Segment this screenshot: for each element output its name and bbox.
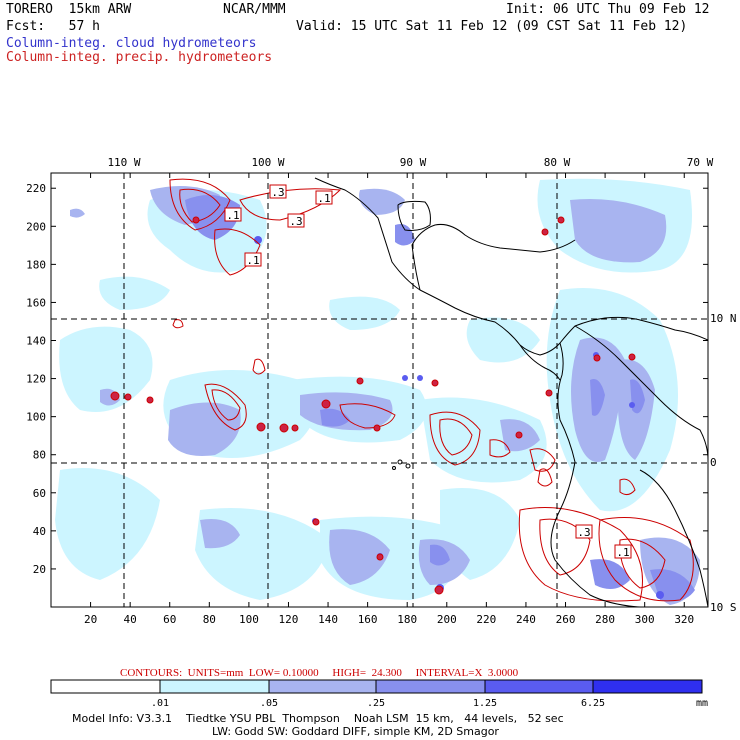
x-tick-label: 140	[318, 613, 338, 626]
x-tick-label: 240	[516, 613, 536, 626]
colorbar-bin-1	[50, 679, 161, 694]
precip-cores	[110, 216, 636, 595]
colorbar-labels: .01 .05 .25 1.25 6.25	[151, 698, 605, 709]
contour-label-text: .1	[226, 209, 239, 222]
longitude-label: 90 W	[400, 156, 427, 169]
contour-label-text: .1	[616, 546, 629, 559]
contours-units: UNITS=mm	[187, 667, 244, 679]
x-tick-label: 60	[163, 613, 176, 626]
map-frame	[50, 172, 709, 608]
longitude-label: 80 W	[544, 156, 571, 169]
y-tick-label: 100	[26, 411, 46, 424]
axis-ticks: 20 40 60 80 100 120 140 160 180 200 220 240 260 280 30…	[26, 173, 708, 626]
x-tick-label: 300	[635, 613, 655, 626]
colorbar-bin-5	[484, 679, 594, 694]
x-tick-label: 160	[358, 613, 378, 626]
init-time: Init: 06 UTC Thu 09 Feb 12	[506, 2, 710, 17]
colorbar-unit: mm	[696, 698, 708, 709]
colorbar-bin-4	[375, 679, 486, 694]
y-tick-label: 60	[33, 487, 46, 500]
contour-label: .3	[269, 184, 287, 199]
colorbar-label: 6.25	[581, 698, 605, 709]
contour-label-text: .3	[577, 526, 590, 539]
contours-interval: INTERVAL=X 3.0000	[415, 667, 519, 679]
latitude-label: 10 S	[710, 601, 737, 614]
contour-label: .1	[315, 190, 333, 205]
x-tick-label: 280	[595, 613, 615, 626]
contour-label-text: .3	[271, 186, 284, 199]
contour-label: .3	[575, 524, 593, 539]
colorbar-bin-6	[592, 679, 703, 694]
colorbar: .01 .05 .25 1.25 6.25 mm	[50, 679, 708, 709]
contour-label-box	[269, 184, 287, 199]
colorbar-bin-2	[159, 679, 270, 694]
model-title: TORERO 15km ARW	[6, 2, 132, 17]
contour-label: .1	[614, 544, 632, 559]
y-tick-label: 200	[26, 220, 46, 233]
contour-info: CONTOURS: UNITS=mm LOW= 0.10000 HIGH= 24…	[120, 667, 518, 679]
x-tick-label: 320	[674, 613, 694, 626]
contour-label: .3	[287, 213, 305, 228]
y-tick-label: 160	[26, 296, 46, 309]
y-tick-label: 220	[26, 182, 46, 195]
contour-label-text: .1	[246, 254, 259, 267]
colorbar-bin-3	[268, 679, 377, 694]
latitude-label: 0	[710, 456, 717, 469]
contour-label-box	[287, 213, 305, 228]
shaded-field	[55, 177, 708, 607]
contours-low: LOW= 0.10000	[248, 667, 319, 679]
latitude-label: 10 N	[710, 312, 737, 325]
x-tick-label: 220	[476, 613, 496, 626]
field-precip-label: Column-integ. precip. hydrometeors	[6, 50, 273, 65]
contour-label-group: .3 .1 .1 .3 .1 .3 .1	[224, 184, 632, 559]
longitude-label: 110 W	[107, 156, 140, 169]
latitude-labels: 10 N 0 10 S	[710, 312, 737, 614]
precip-contours	[169, 178, 694, 602]
contour-label-box	[244, 252, 262, 267]
contour-label-box	[315, 190, 333, 205]
y-tick-label: 120	[26, 373, 46, 386]
x-tick-label: 100	[239, 613, 259, 626]
field-cloud-label: Column-integ. cloud hydrometeors	[6, 36, 257, 51]
y-tick-label: 80	[33, 449, 46, 462]
contour-label: .1	[224, 207, 242, 222]
contour-label: .1	[244, 252, 262, 267]
longitude-labels: 110 W 100 W 90 W 80 W 70 W	[107, 156, 713, 169]
x-tick-label: 200	[437, 613, 457, 626]
contours-high: HIGH= 24.300	[332, 667, 402, 679]
org-label: NCAR/MMM	[223, 2, 286, 17]
x-tick-label: 80	[203, 613, 216, 626]
x-tick-label: 120	[279, 613, 299, 626]
contour-label-box	[575, 524, 593, 539]
y-tick-label: 140	[26, 335, 46, 348]
colorbar-label: .01	[151, 698, 169, 709]
y-tick-label: 40	[33, 525, 46, 538]
x-tick-label: 260	[556, 613, 576, 626]
graticule	[51, 173, 708, 607]
y-tick-label: 180	[26, 258, 46, 271]
contour-label-box	[614, 544, 632, 559]
colorbar-label: .05	[260, 698, 278, 709]
valid-time: Valid: 15 UTC Sat 11 Feb 12 (09 CST Sat …	[296, 19, 688, 34]
x-tick-label: 40	[124, 613, 137, 626]
model-info-line-1: Model Info: V3.3.1 Tiedtke YSU PBL Thomp…	[72, 712, 564, 725]
contour-label-text: .1	[317, 192, 330, 205]
forecast-hour: Fcst: 57 h	[6, 19, 100, 34]
contours-label: CONTOURS:	[120, 667, 183, 679]
contour-label-text: .3	[289, 215, 302, 228]
contour-label-box	[224, 207, 242, 222]
longitude-label: 100 W	[251, 156, 284, 169]
model-info-line-2: LW: Godd SW: Goddard DIFF, simple KM, 2D…	[212, 725, 499, 738]
colorbar-label: 1.25	[473, 698, 497, 709]
colorbar-label: .25	[367, 698, 385, 709]
coastlines	[314, 177, 708, 607]
y-tick-label: 20	[33, 563, 46, 576]
x-tick-label: 20	[84, 613, 97, 626]
x-tick-label: 180	[397, 613, 417, 626]
longitude-label: 70 W	[687, 156, 714, 169]
